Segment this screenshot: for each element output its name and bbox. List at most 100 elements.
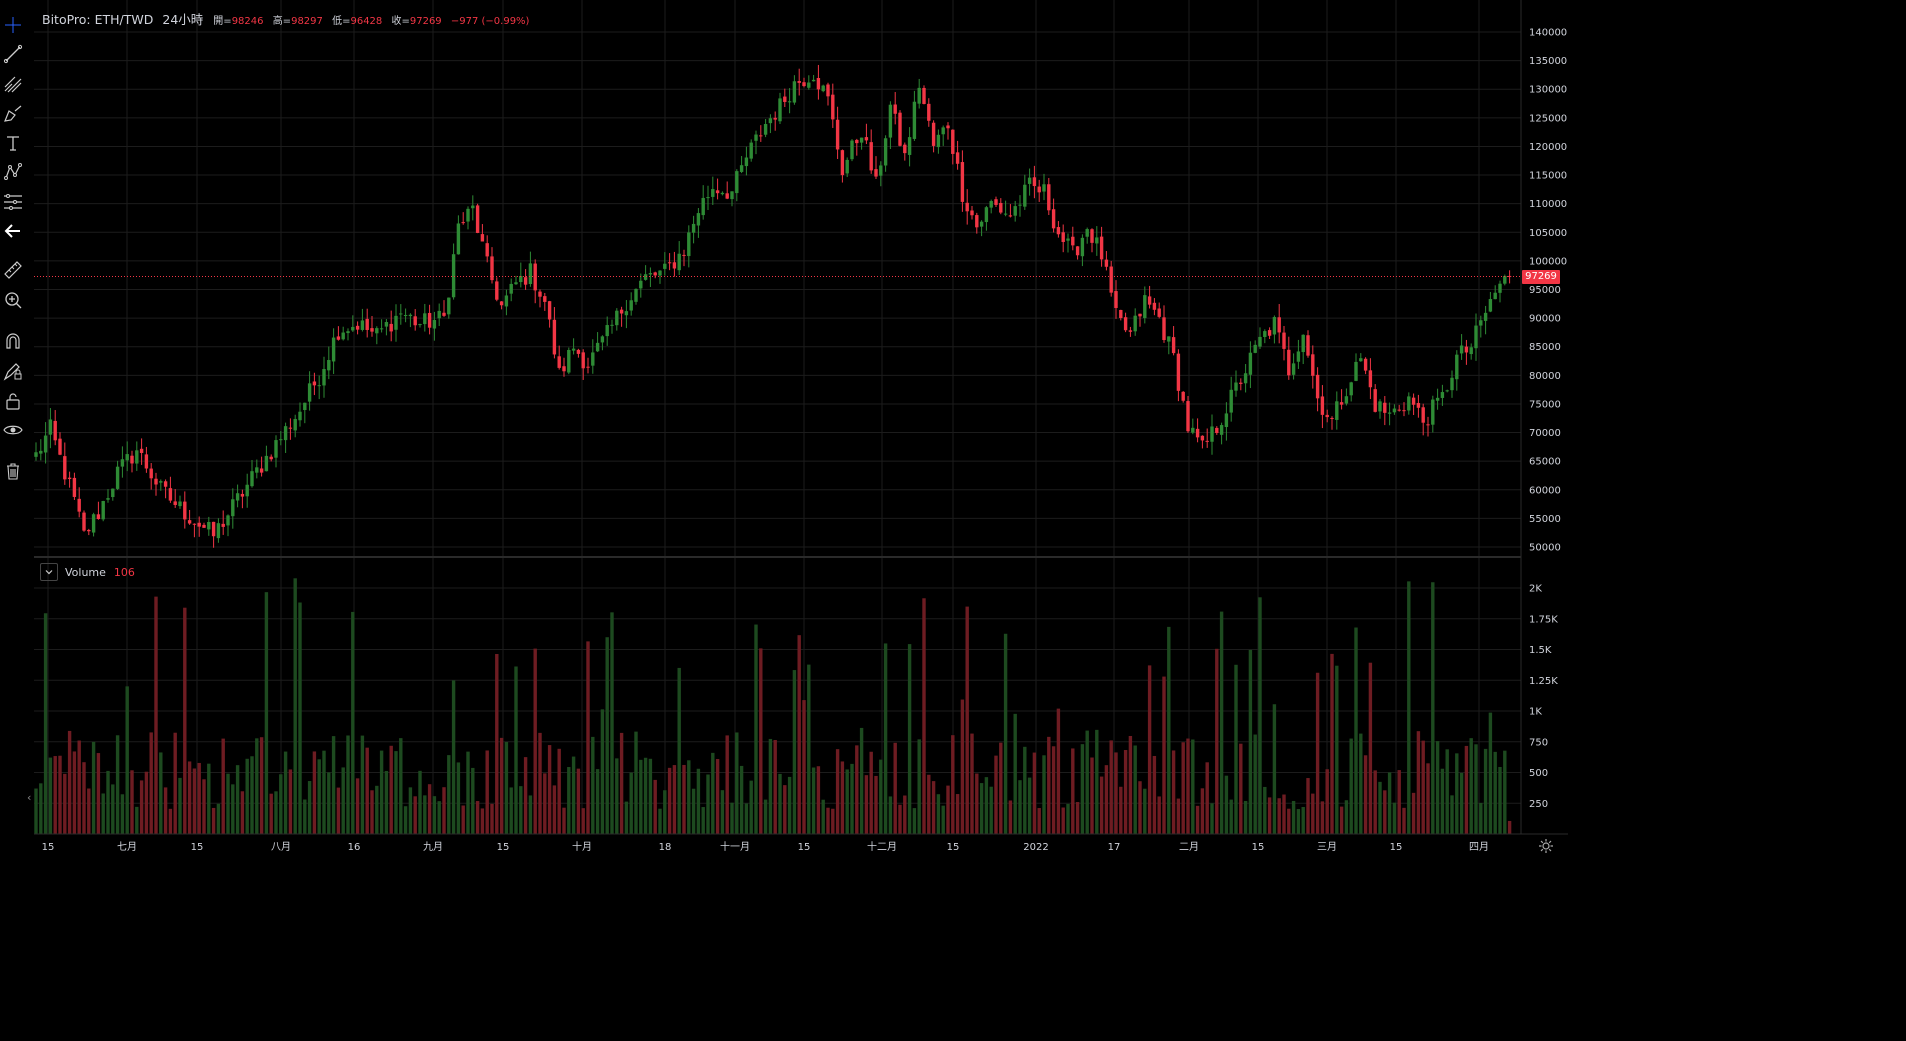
pitchfork-icon[interactable] — [0, 71, 26, 97]
scroll-left-arrow[interactable]: ‹ — [27, 791, 31, 804]
candle-body — [1037, 186, 1041, 193]
candle-body — [1152, 302, 1157, 310]
price-axis[interactable]: 140000 135000 130000 125000 120000 115000 1100… — [1529, 28, 1567, 554]
candle-body — [39, 450, 43, 454]
chevron-down-icon[interactable] — [40, 563, 58, 581]
volume-bar — [1003, 633, 1008, 834]
volume-bar — [370, 790, 374, 834]
unlock-icon[interactable] — [0, 388, 26, 414]
time-axis[interactable]: 15 七月 15 八月 16 九月 15 十月 18 十一月 15 十二月 15 2022 17 二月 15 三月… — [42, 840, 1489, 853]
candle-body — [970, 210, 974, 216]
eye-icon[interactable] — [0, 417, 26, 443]
candle-body — [1133, 315, 1137, 332]
volume-bar — [197, 762, 201, 834]
volume-bar — [259, 737, 264, 834]
volume-bar — [552, 785, 557, 834]
volume-bar — [1157, 796, 1161, 834]
volume-bar — [1368, 662, 1373, 834]
candle-body — [1205, 440, 1209, 442]
price-tick: 90000 — [1529, 314, 1561, 325]
volume-bar — [245, 758, 249, 834]
time-tick: 15 — [798, 842, 811, 853]
candle-body — [768, 118, 773, 124]
candle-body — [1344, 396, 1349, 404]
candle-body — [600, 336, 605, 343]
volume-bar — [591, 736, 595, 834]
candle-body — [696, 213, 701, 226]
volume-bar — [648, 758, 653, 834]
candle-body — [58, 438, 62, 455]
volume-bar — [355, 778, 360, 834]
candle-body — [1503, 275, 1507, 284]
volume-bar — [787, 776, 792, 834]
volume-bar — [490, 803, 494, 834]
candle-body — [1387, 412, 1392, 414]
chart-canvas[interactable]: 140000 135000 130000 125000 120000 115000 1100… — [0, 0, 1568, 856]
volume-bar — [528, 795, 533, 834]
volume-bar — [1195, 805, 1200, 834]
volume-bar — [667, 767, 672, 834]
candle-body — [336, 336, 341, 340]
candle-body — [739, 165, 744, 172]
trendline-icon[interactable] — [0, 41, 26, 67]
symbol-name[interactable]: BitoPro: ETH/TWD — [42, 12, 154, 27]
candle-body — [658, 270, 662, 276]
crosshair-icon[interactable] — [0, 12, 26, 38]
ruler-icon[interactable] — [0, 257, 26, 283]
chart-grid — [34, 0, 1521, 834]
text-icon[interactable] — [0, 130, 26, 156]
time-tick: 17 — [1108, 842, 1121, 853]
magnet-icon[interactable] — [0, 328, 26, 354]
candle-body — [869, 142, 873, 171]
candle-body — [807, 82, 811, 88]
candle-body — [984, 207, 989, 223]
candle-body — [1301, 334, 1305, 353]
candle-body — [1186, 401, 1190, 432]
volume-bar — [226, 773, 230, 834]
candle-body — [821, 85, 825, 92]
volume-bar — [1104, 765, 1109, 834]
zoom-in-icon[interactable] — [0, 287, 26, 313]
volume-bar — [653, 779, 657, 834]
fib-icon[interactable] — [0, 189, 26, 215]
candle-body — [581, 352, 585, 369]
volume-bar — [403, 806, 408, 834]
volume-bar — [744, 803, 749, 834]
volume-bar — [725, 735, 729, 834]
settings-gear-icon[interactable] — [1538, 838, 1554, 854]
time-tick: 三月 — [1317, 841, 1337, 853]
volume-bar — [1507, 820, 1512, 834]
candle-body — [1450, 377, 1454, 391]
candle-body — [720, 192, 725, 195]
volume-bar — [504, 741, 509, 834]
candle-body — [389, 323, 393, 332]
candle-body — [1474, 325, 1478, 349]
volume-bar — [1133, 745, 1137, 834]
candle-body — [883, 138, 888, 166]
volume-bar — [466, 751, 470, 834]
candle-body — [307, 383, 312, 402]
pattern-icon[interactable] — [0, 159, 26, 185]
volume-axis[interactable]: 2K 1.75K 1.5K 1.25K 1K 750 500 250 — [1529, 584, 1558, 810]
volume-bar — [1051, 746, 1056, 834]
back-arrow-icon[interactable] — [0, 218, 26, 244]
candle-body — [1027, 177, 1032, 184]
timeframe-label[interactable]: 24小時 — [162, 12, 204, 27]
volume-bar — [754, 624, 758, 834]
candle-body — [331, 337, 336, 362]
candle-body — [403, 315, 408, 317]
volume-bar — [250, 756, 254, 834]
lock-drawing-icon[interactable] — [0, 358, 26, 384]
candle-body — [442, 312, 446, 316]
volume-bar — [1493, 751, 1497, 834]
brush-icon[interactable] — [0, 100, 26, 126]
volume-bar — [1363, 755, 1368, 834]
candle-body — [1229, 389, 1233, 413]
volume-bar — [307, 781, 312, 834]
volume-bar — [375, 785, 379, 834]
volume-bar — [610, 612, 614, 834]
candle-body — [1224, 413, 1229, 428]
trash-icon[interactable] — [0, 458, 26, 484]
volume-bar — [826, 807, 830, 834]
candle-body — [595, 342, 600, 352]
